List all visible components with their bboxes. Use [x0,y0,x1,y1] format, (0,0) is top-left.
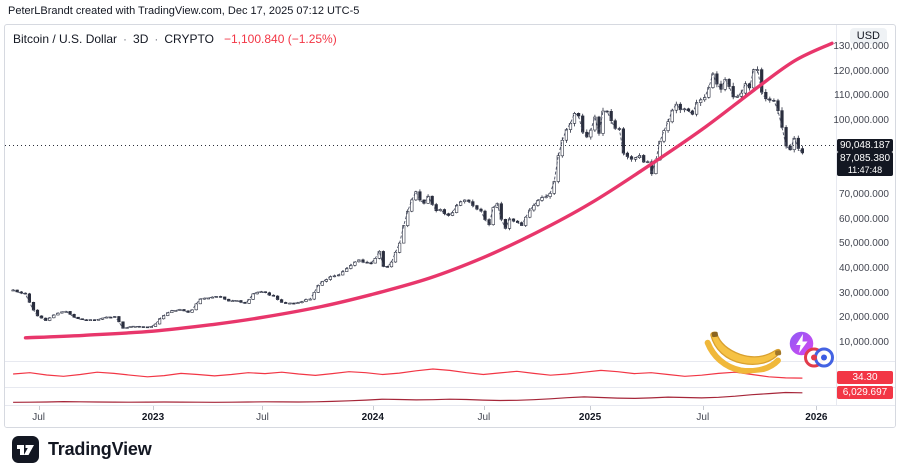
price-tick-label: 60,000.000 [838,213,889,225]
oscillator-badge: 34.30 [837,371,893,385]
price-line-value: 90,048.187 [839,139,891,151]
price-tick-label: 40,000.000 [838,263,889,274]
interval-label[interactable]: 3D [133,32,149,46]
last-price-badge: 87,085.380 11:47:48 [837,151,893,176]
price-tick-label: 70,000.000 [838,189,889,200]
price-axis[interactable]: USD 90,048.187 87,085.380 11:47:48 34.30… [833,25,895,404]
chart-frame: Bitcoin / U.S. Dollar · 3D · CRYPTO −1,1… [4,24,896,428]
time-axis-tick [702,406,704,410]
price-tick-label: 50,000.000 [838,238,889,250]
time-axis[interactable]: Jul 2023 Jul 2024 Jul 2025 Jul 2026 [5,406,895,427]
time-axis-label: 2025 [578,412,602,423]
time-axis-label: Jul [477,412,491,423]
currency-toggle[interactable]: USD [849,28,887,44]
lower-indicator-value: 6,029.697 [842,386,888,398]
time-axis-label: Jul [696,412,710,423]
oscillator-value: 34.30 [852,372,878,384]
lower-indicator-line [13,391,803,403]
market-label: CRYPTO [164,32,214,46]
tradingview-logo-icon[interactable] [12,435,39,463]
time-axis-label: Jul [32,412,46,423]
attribution-text: PeterLBrandt created with TradingView.co… [8,5,360,17]
rings-sticker[interactable] [804,345,834,375]
oscillator-line [13,368,803,379]
price-tick-label: 30,000.000 [838,287,889,299]
banana-sticker[interactable] [701,324,788,383]
time-axis-tick [38,406,40,410]
time-axis-tick [483,406,485,410]
price-tick-label: 110,000.000 [834,90,889,102]
brand-name[interactable]: TradingView [48,438,152,459]
time-axis-label: 2023 [141,412,165,423]
parabolic-trend-curve[interactable] [23,41,834,340]
close-dashed-line [12,69,803,329]
price-axis-border [836,25,837,427]
price-line-badge: 90,048.187 [837,138,893,152]
pane-separator[interactable] [5,387,895,388]
symbol-title[interactable]: Bitcoin / U.S. Dollar [13,32,118,46]
lower-indicator-badge: 6,029.697 [837,385,893,399]
chart-legend[interactable]: Bitcoin / U.S. Dollar · 3D · CRYPTO −1,1… [13,32,337,46]
chart-canvas[interactable] [5,25,895,427]
time-axis-label: 2024 [361,412,384,423]
pane-separator[interactable] [5,361,895,362]
footer: TradingView [0,428,900,470]
legend-separator: · [123,32,128,46]
price-change: −1,100.840 (−1.25%) [223,32,337,46]
price-tick-label: 20,000.000 [838,312,889,324]
legend-separator: · [154,32,159,46]
bar-countdown: 11:47:48 [847,164,883,175]
price-tick-label: 100,000.000 [833,115,889,126]
time-axis-label: Jul [256,412,269,423]
candlestick-series [11,66,804,329]
time-axis-tick [590,406,592,410]
price-tick-label: 10,000.000 [838,337,889,348]
time-axis-tick [372,406,374,410]
price-tick-label: 120,000.000 [833,65,889,77]
time-axis-tick [262,406,264,410]
last-price-value: 87,085.380 [839,152,891,164]
time-axis-label: 2026 [805,412,828,423]
price-tick-label: 130,000.000 [833,41,889,52]
time-axis-tick [153,406,155,410]
time-axis-separator [5,405,895,406]
time-axis-tick [816,406,818,410]
